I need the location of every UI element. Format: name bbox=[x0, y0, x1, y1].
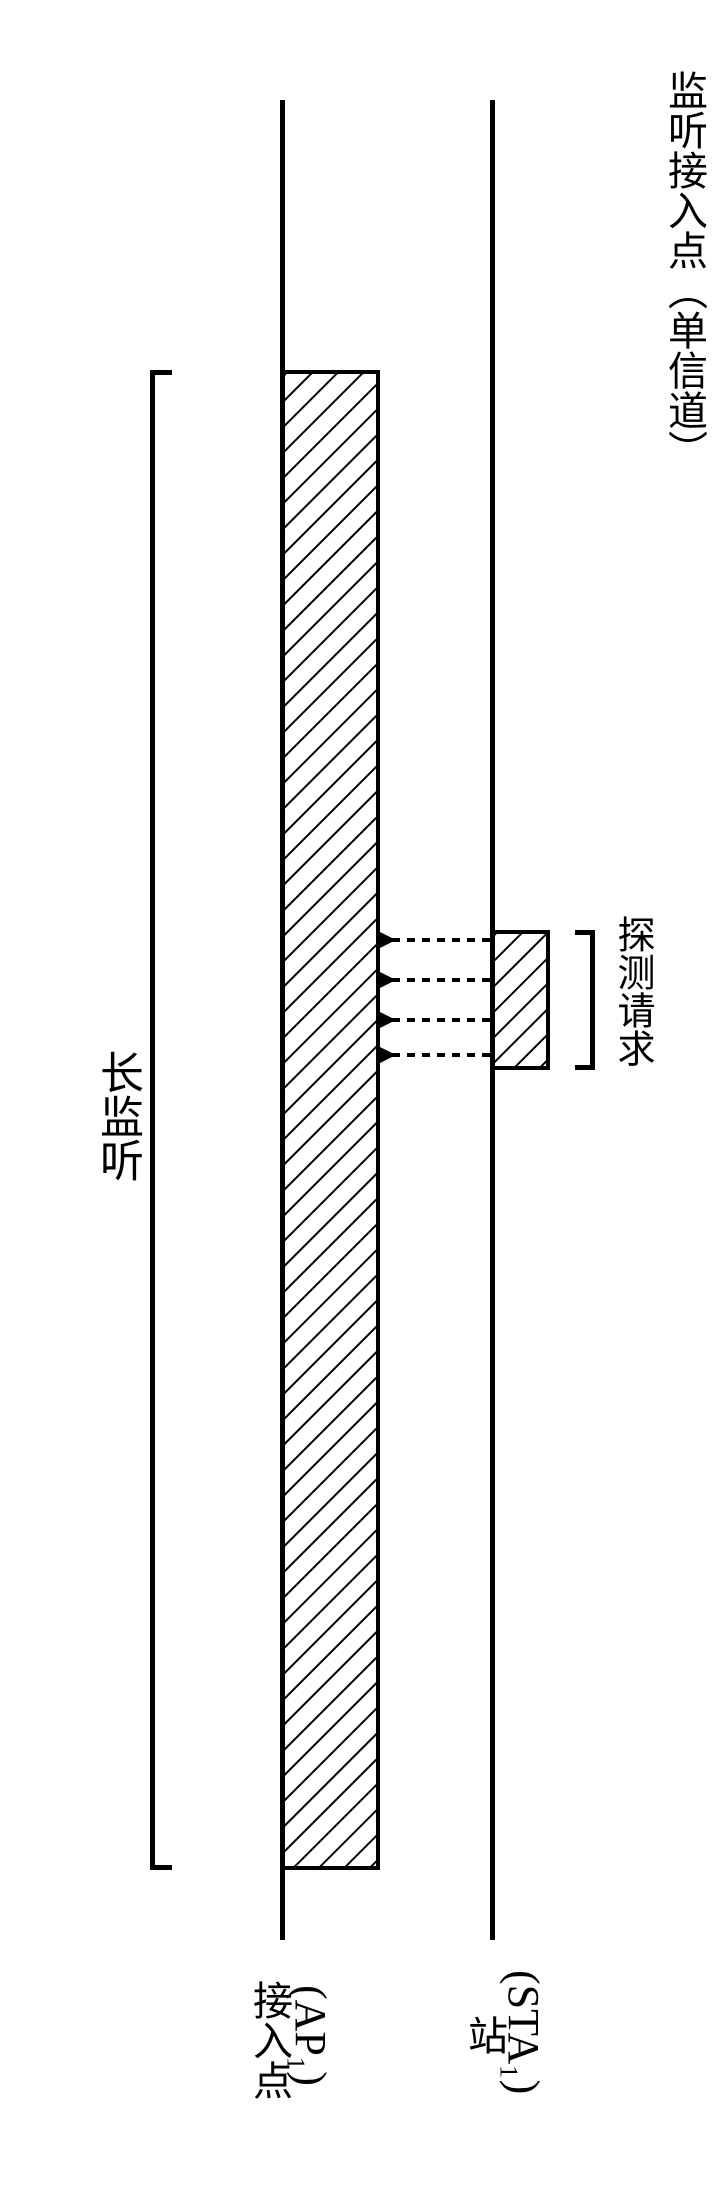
ap-label-latin: (AP₁) bbox=[285, 1985, 336, 2086]
long-listen-bracket bbox=[150, 370, 175, 1870]
probe-request-label: 探测请求 bbox=[605, 915, 660, 1067]
sta-label-latin: (STA₁) bbox=[498, 1970, 549, 2094]
probe-arrows bbox=[380, 920, 500, 1080]
ap-long-listen-bar bbox=[280, 370, 380, 1870]
right-caption: 监听接入点（单信道） bbox=[655, 70, 713, 470]
hatch-fill-icon bbox=[494, 934, 546, 1066]
hatch-fill-icon bbox=[284, 374, 376, 1866]
probe-request-bracket bbox=[575, 930, 595, 1070]
long-listen-label: 长监听 bbox=[85, 1050, 149, 1182]
